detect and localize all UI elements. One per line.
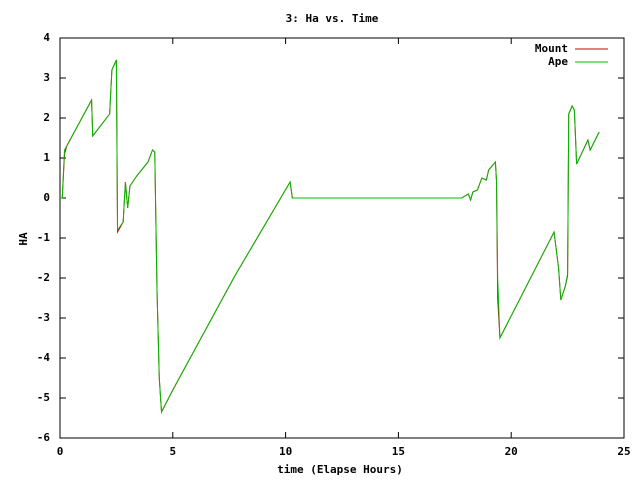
x-axis-label: time (Elapse Hours) [277, 463, 403, 476]
y-axis-label: HA [17, 232, 30, 246]
x-tick-label: 15 [392, 445, 405, 458]
y-tick-label: 3 [43, 71, 50, 84]
legend-label: Ape [548, 55, 568, 68]
y-tick-label: 0 [43, 191, 50, 204]
legend-label: Mount [535, 42, 568, 55]
y-tick-label: 2 [43, 111, 50, 124]
y-tick-label: -1 [37, 231, 51, 244]
x-tick-label: 20 [505, 445, 518, 458]
y-tick-label: -2 [37, 271, 50, 284]
y-tick-label: 4 [43, 31, 50, 44]
y-tick-label: -3 [37, 311, 50, 324]
x-tick-label: 25 [617, 445, 630, 458]
chart-title: 3: Ha vs. Time [286, 12, 379, 25]
y-tick-label: -5 [37, 391, 50, 404]
x-tick-label: 10 [279, 445, 292, 458]
plot-border [59, 37, 625, 439]
series-line [60, 59, 600, 414]
y-tick-label: -6 [37, 431, 51, 444]
y-tick-label: 1 [43, 151, 50, 164]
x-tick-label: 5 [169, 445, 176, 458]
x-tick-label: 0 [57, 445, 64, 458]
y-tick-label: -4 [37, 351, 51, 364]
